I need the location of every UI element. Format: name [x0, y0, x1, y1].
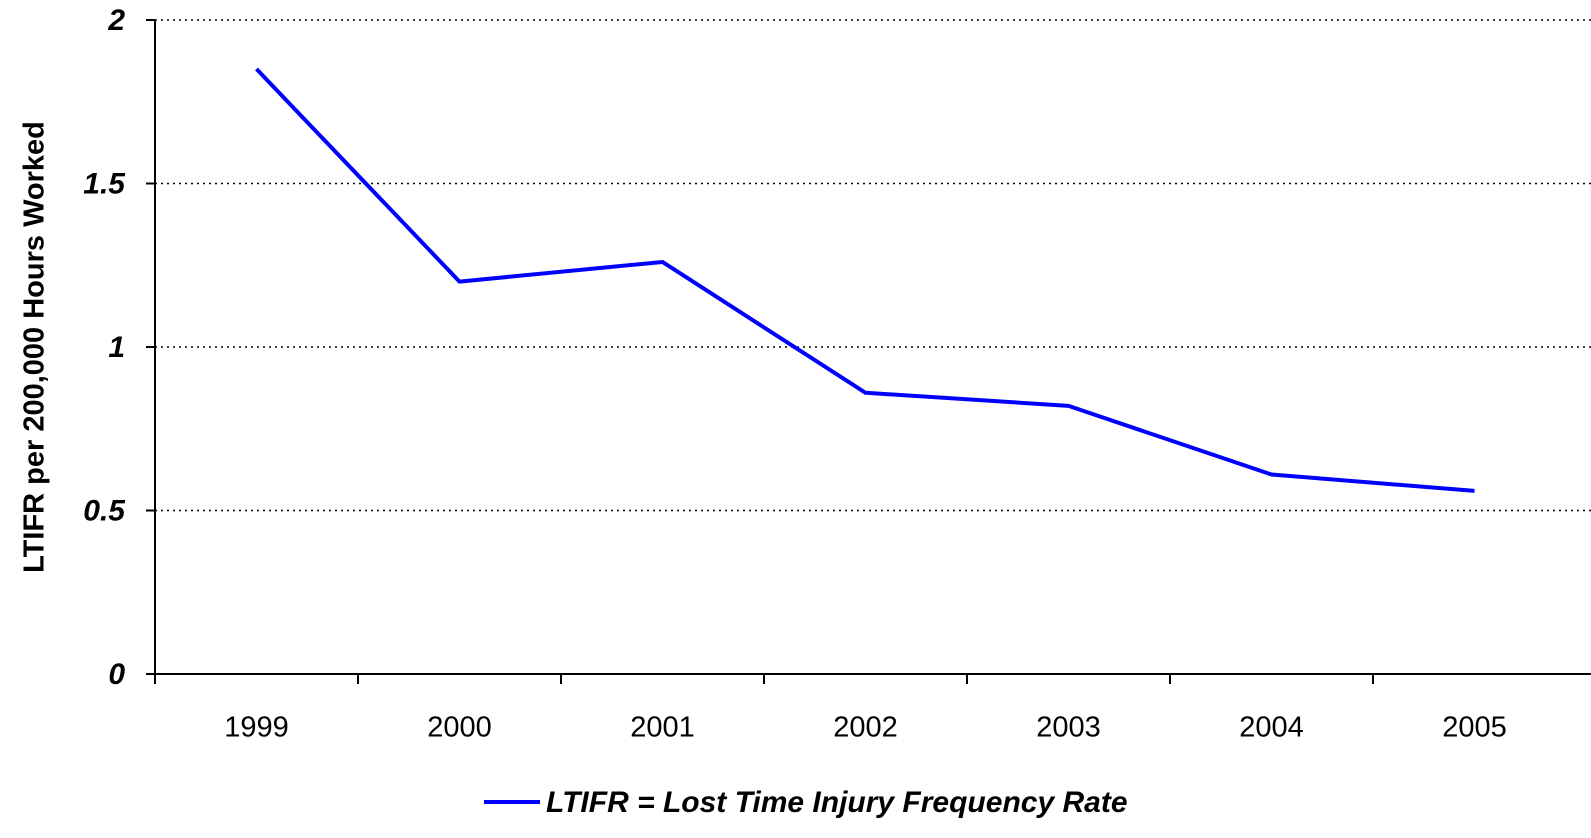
x-tick-label: 2002 — [833, 712, 898, 744]
y-tick-label: 0.5 — [83, 494, 126, 527]
x-tick-label: 2004 — [1239, 712, 1304, 744]
y-tick-label: 1.5 — [83, 167, 126, 200]
y-tick-label: 1 — [108, 331, 125, 364]
x-tick-label: 2001 — [630, 712, 695, 744]
legend-label: LTIFR = Lost Time Injury Frequency Rate — [546, 786, 1128, 819]
y-tick-label: 0 — [108, 658, 125, 691]
x-tick-label: 1999 — [224, 712, 289, 744]
x-tick-label: 2003 — [1036, 712, 1101, 744]
y-tick-label: 2 — [107, 4, 125, 37]
x-tick-label: 2000 — [427, 712, 492, 744]
x-tick-label: 2005 — [1442, 712, 1507, 744]
line-series — [255, 67, 1475, 493]
y-axis-label: LTIFR per 200,000 Hours Worked — [19, 121, 51, 573]
